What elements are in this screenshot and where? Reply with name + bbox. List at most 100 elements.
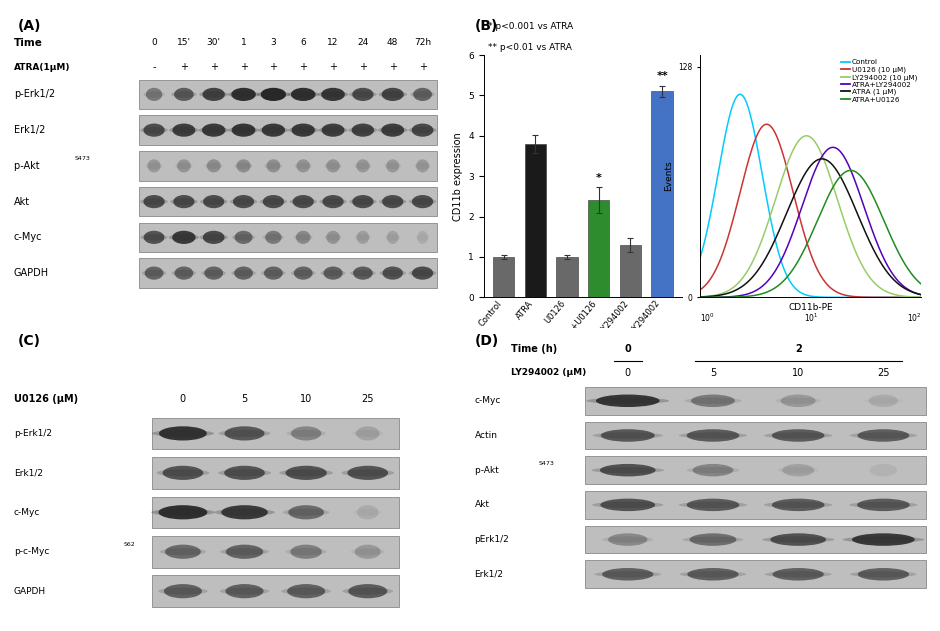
Ellipse shape [356,159,369,172]
Ellipse shape [842,536,924,543]
Ellipse shape [201,270,226,276]
Ellipse shape [146,163,163,169]
Text: S473: S473 [75,156,91,161]
Text: (C): (C) [18,334,41,348]
Ellipse shape [263,234,284,240]
Ellipse shape [261,124,285,137]
Bar [152,497,399,528]
Ellipse shape [321,88,345,101]
Ellipse shape [231,270,256,276]
Text: -: - [152,62,156,72]
Ellipse shape [291,270,316,276]
Ellipse shape [140,198,168,205]
Text: 12: 12 [327,38,338,47]
Ellipse shape [415,163,431,169]
Text: U0126 (μM): U0126 (μM) [14,394,78,404]
Text: 0: 0 [180,394,186,404]
Ellipse shape [227,91,259,98]
Ellipse shape [857,429,909,442]
Text: ATRA(1μM): ATRA(1μM) [14,62,70,72]
Text: S473: S473 [539,461,554,466]
Ellipse shape [596,394,660,407]
Ellipse shape [682,536,744,543]
Ellipse shape [852,533,915,546]
Ellipse shape [603,536,653,543]
Ellipse shape [286,466,327,480]
Text: GAPDH: GAPDH [14,268,49,278]
Ellipse shape [409,198,436,205]
Ellipse shape [342,587,393,595]
Text: S62: S62 [124,542,135,547]
Text: 25: 25 [362,394,374,404]
Text: GAPDH: GAPDH [14,587,46,596]
Ellipse shape [764,502,833,508]
Ellipse shape [291,427,321,440]
Ellipse shape [594,571,661,577]
Text: 6: 6 [301,38,306,47]
Ellipse shape [199,234,227,240]
Ellipse shape [198,127,229,133]
Text: (B): (B) [475,19,498,33]
Ellipse shape [294,163,312,169]
Ellipse shape [228,127,258,133]
Ellipse shape [691,394,735,407]
Ellipse shape [409,270,436,276]
Ellipse shape [850,571,916,577]
Ellipse shape [351,548,384,555]
Text: Akt: Akt [14,197,30,206]
Ellipse shape [770,533,826,546]
Ellipse shape [142,270,166,276]
Ellipse shape [220,587,269,595]
Ellipse shape [322,195,344,208]
Ellipse shape [386,159,400,172]
Ellipse shape [225,427,264,440]
Bar [585,422,926,449]
Ellipse shape [321,124,344,137]
Ellipse shape [292,195,314,208]
Ellipse shape [286,548,326,555]
Text: 72h: 72h [414,38,431,47]
Text: 0: 0 [625,368,631,377]
Ellipse shape [326,159,339,172]
Ellipse shape [356,231,369,244]
Text: pErk1/2: pErk1/2 [475,535,509,544]
Ellipse shape [318,91,349,98]
Text: Erk1/2: Erk1/2 [14,468,42,477]
Ellipse shape [773,568,823,581]
Ellipse shape [356,427,380,440]
Ellipse shape [776,398,821,404]
Text: 5: 5 [242,394,247,404]
Text: 10: 10 [792,368,805,377]
Ellipse shape [264,163,282,169]
Bar [152,536,399,567]
Ellipse shape [218,469,271,476]
Ellipse shape [354,163,371,169]
Ellipse shape [383,266,403,280]
Ellipse shape [264,266,283,280]
Text: (A): (A) [18,19,41,33]
Ellipse shape [781,394,816,407]
Ellipse shape [352,195,373,208]
Bar [585,560,926,588]
Text: c-Myc: c-Myc [475,396,501,405]
Bar [152,575,399,607]
Text: +: + [180,62,188,72]
Ellipse shape [261,270,286,276]
Ellipse shape [281,587,331,595]
Ellipse shape [412,195,433,208]
Ellipse shape [684,398,742,404]
Ellipse shape [144,195,164,208]
Ellipse shape [203,195,225,208]
Ellipse shape [263,195,284,208]
Ellipse shape [762,536,835,543]
Text: 2: 2 [795,344,802,354]
Bar [585,526,926,553]
Ellipse shape [226,584,263,598]
Ellipse shape [379,91,407,98]
Ellipse shape [232,234,255,240]
Ellipse shape [290,198,317,205]
Ellipse shape [172,231,196,244]
Ellipse shape [173,195,195,208]
Ellipse shape [226,545,263,559]
Text: p-Akt: p-Akt [14,161,42,171]
